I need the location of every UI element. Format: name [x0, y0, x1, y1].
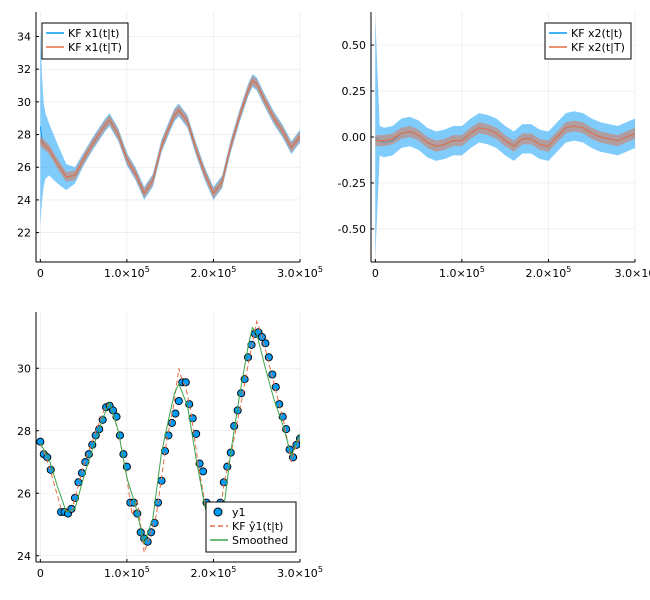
- y-tick-label: 24: [17, 550, 31, 563]
- y-tick-label: 30: [17, 96, 31, 109]
- plot-area: [36, 319, 300, 553]
- y-tick-label: 30: [17, 362, 31, 375]
- data-point: [36, 437, 45, 446]
- legend-label: Smoothed: [232, 534, 288, 547]
- data-point: [264, 353, 273, 362]
- y-tick-label: -0.25: [338, 177, 366, 190]
- chart-panel-p1: 0 1.0×105 2.0×105 3.0×105 22 24 26 28 30 32 34 KF x…: [17, 12, 323, 280]
- y-tick-label: 0.50: [342, 39, 367, 52]
- y-tick-label: 34: [17, 31, 31, 44]
- legend: KF x1(t|t)KF x1(t|T): [41, 22, 129, 60]
- legend: KF x2(t|t)KF x2(t|T): [544, 22, 632, 60]
- x-tick-label: 1.0×105: [104, 565, 150, 580]
- series-line-1: [39, 319, 300, 553]
- data-point: [167, 418, 176, 427]
- x-tick-label: 0: [372, 267, 379, 280]
- data-point: [174, 397, 183, 406]
- y-tick-label: 28: [17, 129, 31, 142]
- legend-label: y1: [232, 506, 246, 519]
- x-tick-label: 2.0×105: [191, 265, 237, 280]
- plot-area: [39, 28, 300, 225]
- data-point: [261, 339, 270, 348]
- y-tick-label: 0.00: [342, 131, 367, 144]
- data-point: [199, 467, 208, 476]
- x-tick-label: 3.0×105: [277, 265, 323, 280]
- y-tick-label: 0.25: [342, 85, 367, 98]
- y-tick-label: 28: [17, 425, 31, 438]
- x-tick-label: 0: [37, 267, 44, 280]
- x-tick-label: 0: [37, 567, 44, 580]
- legend-label: KF ŷ1(t|t): [232, 520, 283, 533]
- x-tick-label: 1.0×105: [439, 265, 485, 280]
- legend-label: KF x2(t|t): [571, 27, 622, 40]
- data-point: [171, 409, 180, 418]
- y-tick-label: -0.50: [338, 223, 366, 236]
- series-line-1: [375, 125, 635, 147]
- legend-box: [544, 22, 632, 60]
- series-ribbon-1: [375, 120, 635, 152]
- data-point: [70, 493, 80, 502]
- legend-marker: [213, 507, 223, 517]
- x-tick-label: 3.0×10: [615, 267, 650, 280]
- data-point: [268, 370, 277, 379]
- legend-box: [41, 22, 129, 60]
- legend-label: KF x2(t|T): [571, 41, 625, 54]
- y-tick-label: 22: [17, 227, 31, 240]
- series-line-2: [39, 326, 300, 546]
- y-tick-label: 24: [17, 194, 31, 207]
- x-tick-label: 2.0×105: [526, 265, 572, 280]
- x-tick-label: 2.0×105: [191, 565, 237, 580]
- legend-label: KF x1(t|T): [68, 41, 122, 54]
- legend-label: KF x1(t|t): [68, 27, 119, 40]
- y-tick-label: 26: [17, 161, 31, 174]
- chart-panel-p2: 0 1.0×105 2.0×105 3.0×10 -0.50 -0.25 0.00 0.25 0…: [338, 12, 650, 280]
- x-tick-label: 3.0×105: [277, 565, 323, 580]
- x-tick-label: 1.0×105: [104, 265, 150, 280]
- y-tick-label: 26: [17, 487, 31, 500]
- y-tick-label: 32: [17, 63, 31, 76]
- plot-area: [375, 17, 635, 257]
- series-line-1: [39, 79, 300, 195]
